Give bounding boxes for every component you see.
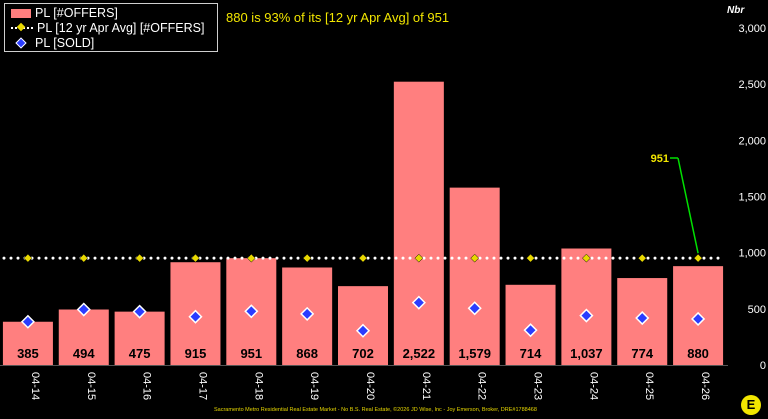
avg-marker-04-14 xyxy=(23,253,33,263)
bar-label-04-19: 868 xyxy=(296,346,318,361)
y-tick-1500: 1,500 xyxy=(738,192,766,204)
legend-label-offers: PL [#OFFERS] xyxy=(35,6,118,20)
bar-04-21 xyxy=(393,81,444,365)
chart-subtitle: 880 is 93% of its [12 yr Apr Avg] of 951 xyxy=(226,10,450,25)
bar-label-04-26: 880 xyxy=(687,346,709,361)
bar-label-04-25: 774 xyxy=(631,346,653,361)
bar-label-04-22: 1,579 xyxy=(458,346,491,361)
x-tick-04-18: 04-18 xyxy=(252,372,264,400)
x-tick-04-16: 04-16 xyxy=(141,372,153,400)
bar-label-04-24: 1,037 xyxy=(570,346,603,361)
x-tick-04-15: 04-15 xyxy=(85,372,97,400)
sold-marker-04-18 xyxy=(244,304,259,319)
avg-marker-04-26 xyxy=(693,253,703,263)
bar-label-04-16: 475 xyxy=(129,346,151,361)
legend-label-avg: PL [12 yr Apr Avg] [#OFFERS] xyxy=(37,21,205,35)
bar-label-04-17: 915 xyxy=(185,346,207,361)
legend-item-offers: PL [#OFFERS] xyxy=(11,6,118,20)
legend: PL [#OFFERS] PL [12 yr Apr Avg] [#OFFERS… xyxy=(4,3,218,52)
avg-marker-04-18 xyxy=(246,253,256,263)
y-axis-unit-label: Nbr xyxy=(727,5,745,16)
sold-marker-04-24 xyxy=(579,308,594,323)
callout-label: 951 xyxy=(651,153,669,165)
sold-marker-04-26 xyxy=(691,311,706,327)
y-tick-1000: 1,000 xyxy=(738,248,766,260)
sold-marker-04-20 xyxy=(355,323,371,338)
avg-marker-04-24 xyxy=(582,253,591,263)
sold-marker-04-15 xyxy=(76,302,91,317)
x-tick-04-20: 04-20 xyxy=(364,372,376,400)
x-tick-04-25: 04-25 xyxy=(643,372,655,400)
sold-marker-04-14 xyxy=(20,314,35,329)
x-tick-04-23: 04-23 xyxy=(532,372,544,400)
x-tick-04-17: 04-17 xyxy=(196,372,208,400)
x-tick-04-14: 04-14 xyxy=(29,372,41,400)
bar-04-16 xyxy=(114,311,165,365)
bar-label-04-23: 714 xyxy=(520,346,542,361)
bar-label-04-14: 385 xyxy=(17,346,39,361)
avg-marker-04-25 xyxy=(637,253,647,263)
legend-item-avg: PL [12 yr Apr Avg] [#OFFERS] xyxy=(11,21,204,35)
bar-label-04-15: 494 xyxy=(73,346,95,361)
footer-credit: Sacramento Metro Residential Real Estate… xyxy=(214,407,537,413)
bar-label-04-18: 951 xyxy=(240,346,262,361)
avg-marker-04-16 xyxy=(135,253,144,263)
avg-marker-04-19 xyxy=(302,253,312,263)
avg-marker-04-22 xyxy=(470,253,480,263)
avg-marker-04-15 xyxy=(79,253,89,263)
x-tick-04-24: 04-24 xyxy=(587,372,599,400)
sold-marker-04-23 xyxy=(523,323,538,338)
y-tick-3000: 3,000 xyxy=(738,23,766,35)
sold-marker-04-22 xyxy=(467,301,482,316)
legend-swatch-avg xyxy=(11,22,33,33)
avg-marker-04-20 xyxy=(358,253,368,263)
x-tick-04-26: 04-26 xyxy=(699,372,711,400)
legend-swatch-offers xyxy=(11,8,31,18)
x-tick-04-19: 04-19 xyxy=(308,372,320,400)
bar-label-04-20: 702 xyxy=(352,346,374,361)
callout-line xyxy=(677,157,699,254)
sold-marker-04-25 xyxy=(635,310,650,326)
brand-logo: E xyxy=(741,395,761,415)
bar-04-15 xyxy=(58,309,109,365)
sold-marker-04-16 xyxy=(132,304,147,319)
x-tick-04-21: 04-21 xyxy=(420,372,432,400)
legend-label-sold: PL [SOLD] xyxy=(35,36,95,50)
sold-marker-04-21 xyxy=(411,295,426,310)
x-tick-04-22: 04-22 xyxy=(476,372,488,400)
bar-label-04-21: 2,522 xyxy=(403,346,436,361)
avg-marker-04-17 xyxy=(191,253,200,263)
sold-marker-04-19 xyxy=(300,306,315,321)
bar-04-24 xyxy=(561,248,612,365)
legend-swatch-sold xyxy=(11,37,31,49)
y-tick-0: 0 xyxy=(760,360,766,372)
bar-04-14 xyxy=(2,321,53,365)
bar-04-22 xyxy=(449,187,500,365)
y-tick-2000: 2,000 xyxy=(738,135,766,147)
y-tick-500: 500 xyxy=(748,304,766,316)
avg-marker-04-23 xyxy=(526,253,535,263)
y-tick-2500: 2,500 xyxy=(738,79,766,91)
sold-marker-04-17 xyxy=(188,309,203,324)
legend-item-sold: PL [SOLD] xyxy=(11,36,94,50)
avg-marker-04-21 xyxy=(414,253,424,263)
